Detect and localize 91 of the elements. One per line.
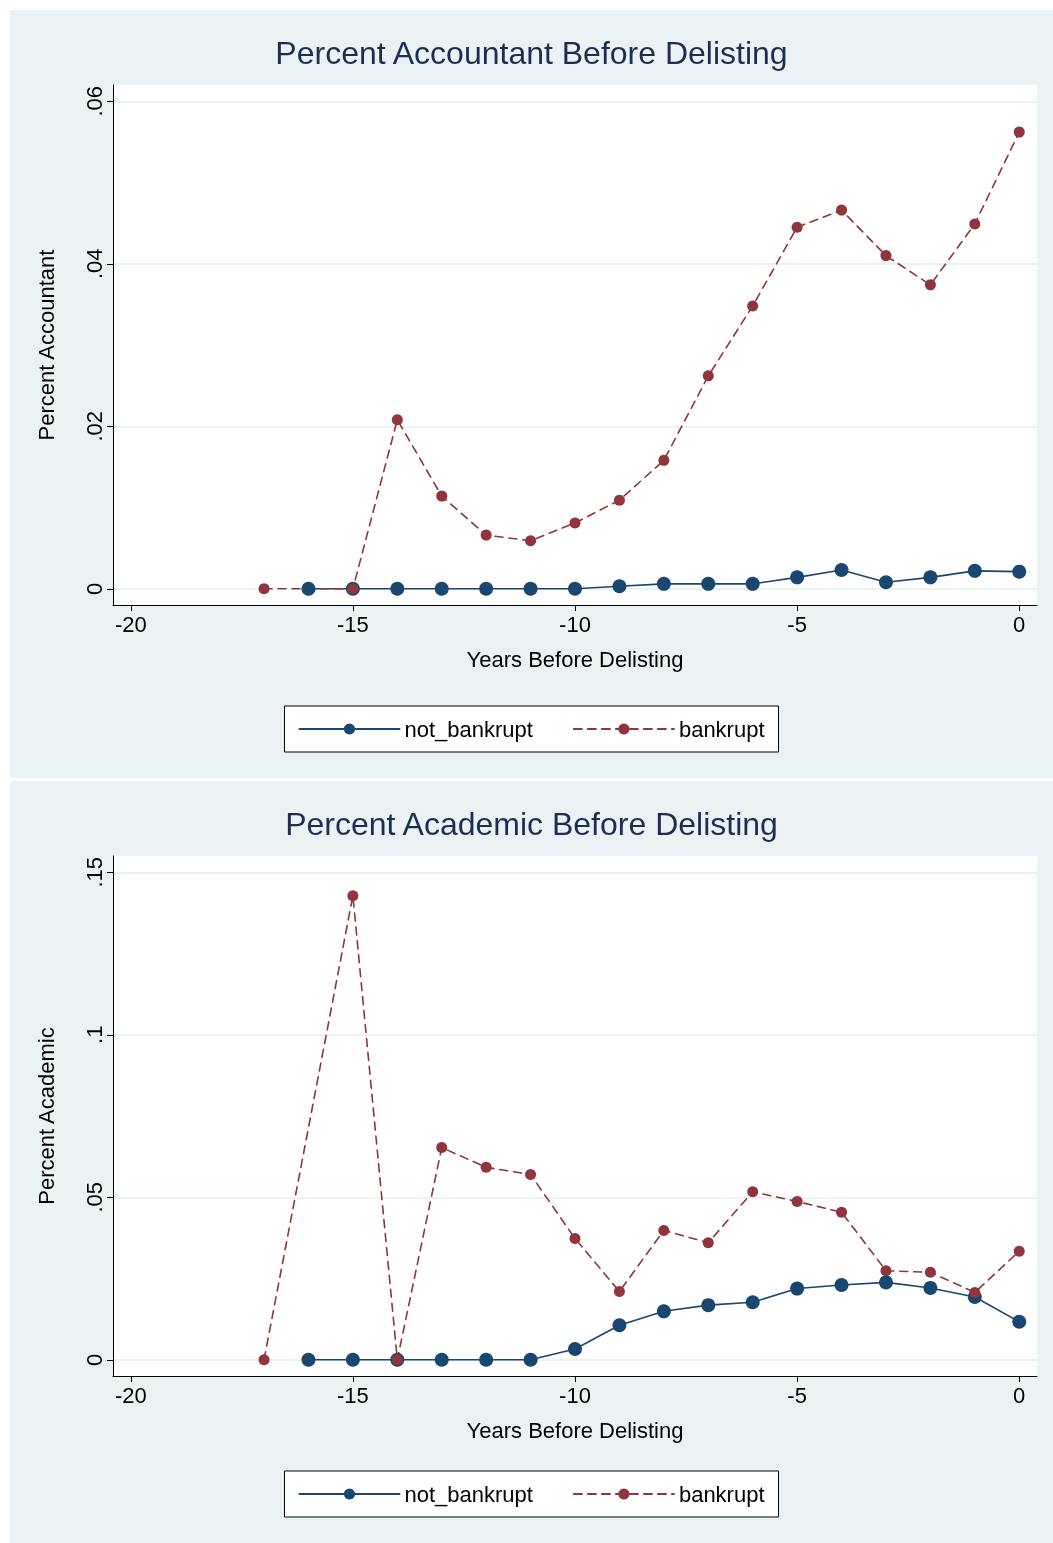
point xyxy=(878,575,893,590)
point xyxy=(1012,564,1027,579)
point xyxy=(834,563,849,578)
point xyxy=(568,1342,582,1357)
x-tick-label: -20 xyxy=(114,611,147,637)
point xyxy=(347,890,359,902)
point xyxy=(301,581,316,596)
point xyxy=(1012,1314,1027,1329)
x-tick-label: -15 xyxy=(336,1382,369,1408)
x-tick-label: -15 xyxy=(336,611,369,637)
x-tick-label: -10 xyxy=(559,611,591,637)
x-axis-title: Years Before Delisting xyxy=(466,1417,684,1443)
y-tick-label: 0 xyxy=(81,1353,107,1366)
point xyxy=(480,529,492,541)
point xyxy=(923,570,938,585)
point xyxy=(790,570,805,585)
x-tick-label: -10 xyxy=(559,1382,591,1408)
point xyxy=(436,490,448,502)
y-tick-label: .15 xyxy=(81,856,107,888)
point xyxy=(434,1352,449,1367)
point xyxy=(525,1169,537,1180)
point xyxy=(525,535,537,547)
y-tick-label: .06 xyxy=(81,85,107,117)
point xyxy=(836,1206,848,1218)
point xyxy=(878,1275,893,1290)
y-tick-label: .02 xyxy=(81,410,107,442)
point xyxy=(923,1280,938,1295)
point xyxy=(967,563,982,578)
point xyxy=(747,300,759,312)
x-tick-label: 0 xyxy=(1013,1382,1026,1408)
point xyxy=(745,576,760,591)
point xyxy=(612,1318,627,1333)
point xyxy=(258,583,270,595)
point xyxy=(523,581,538,596)
point xyxy=(880,1265,892,1277)
point xyxy=(880,250,892,262)
point xyxy=(745,1295,760,1310)
point xyxy=(345,1352,360,1367)
point xyxy=(658,454,670,466)
point xyxy=(391,414,403,426)
point xyxy=(656,1304,671,1319)
y-tick-label: .1 xyxy=(81,1025,107,1044)
point xyxy=(702,370,714,382)
point xyxy=(701,576,716,591)
point xyxy=(969,218,981,230)
point xyxy=(569,517,581,529)
point xyxy=(658,1224,670,1236)
x-tick-label: -5 xyxy=(787,1382,807,1408)
point xyxy=(1013,1245,1025,1257)
y-axis-title: Percent Accountant xyxy=(33,249,59,441)
point xyxy=(390,581,405,596)
x-tick-label: -5 xyxy=(787,611,807,637)
chart-title: Percent Academic Before Delisting xyxy=(285,806,778,842)
point xyxy=(612,579,627,594)
point xyxy=(569,1233,581,1245)
point xyxy=(791,221,803,233)
y-axis-title: Percent Academic xyxy=(33,1027,59,1205)
point xyxy=(656,576,671,591)
y-tick-label: .04 xyxy=(81,248,107,280)
point xyxy=(701,1298,716,1313)
point xyxy=(747,1186,759,1198)
legend-label: bankrupt xyxy=(678,1481,765,1507)
point xyxy=(523,1352,538,1367)
point xyxy=(480,1161,492,1173)
point xyxy=(702,1237,714,1249)
legend-label: bankrupt xyxy=(678,716,765,742)
x-tick-label: -20 xyxy=(114,1382,147,1408)
point xyxy=(969,1286,981,1298)
point xyxy=(434,581,449,596)
point xyxy=(479,1352,494,1367)
point xyxy=(924,279,936,291)
point xyxy=(836,204,848,216)
x-tick-label: 0 xyxy=(1013,611,1026,637)
y-tick-label: 0 xyxy=(81,582,107,595)
point xyxy=(791,1195,803,1207)
point xyxy=(834,1278,849,1292)
point xyxy=(790,1281,805,1296)
legend-label: not_bankrupt xyxy=(404,1481,533,1507)
point xyxy=(613,1286,625,1297)
chart-title: Percent Accountant Before Delisting xyxy=(275,35,788,71)
point xyxy=(479,581,494,596)
point xyxy=(436,1142,448,1154)
point xyxy=(258,1354,270,1366)
point xyxy=(568,581,582,596)
legend-label: not_bankrupt xyxy=(404,716,533,742)
y-tick-label: .05 xyxy=(81,1181,107,1213)
point xyxy=(924,1266,936,1278)
point xyxy=(613,494,625,506)
point xyxy=(1013,126,1025,138)
point xyxy=(301,1352,316,1367)
x-axis-title: Years Before Delisting xyxy=(466,646,684,672)
